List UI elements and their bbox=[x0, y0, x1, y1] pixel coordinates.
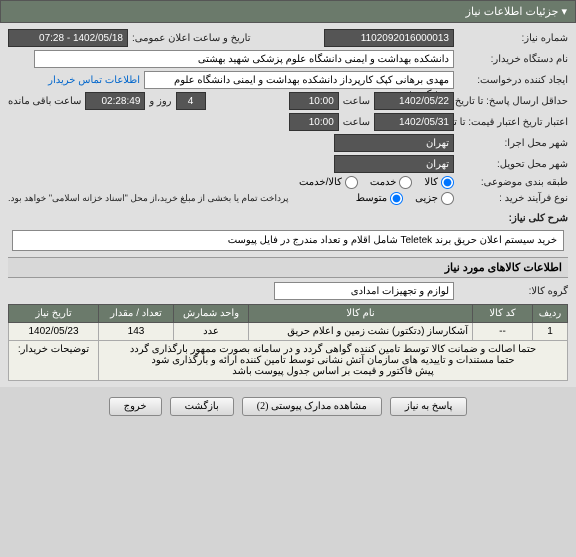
col-name: نام کالا bbox=[249, 305, 473, 323]
creator-label: ایجاد کننده درخواست: bbox=[458, 75, 568, 86]
radio-service[interactable]: خدمت bbox=[370, 176, 413, 189]
desc-box: خرید سیستم اعلان حریق برند Teletek شامل … bbox=[12, 230, 564, 251]
exit-button[interactable]: خروج bbox=[109, 397, 162, 416]
remaining-time-field: 02:28:49 bbox=[85, 92, 145, 110]
payment-note: پرداخت تمام یا بخشی از مبلغ خرید،از محل … bbox=[8, 193, 288, 204]
radio-goods[interactable]: کالا bbox=[424, 176, 454, 189]
validity-date-field: 1402/05/31 bbox=[374, 113, 454, 131]
hour-label-1: ساعت bbox=[343, 96, 370, 107]
radio-goods-input[interactable] bbox=[441, 176, 454, 189]
deadline-date-field: 1402/05/22 bbox=[374, 92, 454, 110]
category-radio-group: کالا خدمت کالا/خدمت bbox=[299, 176, 454, 189]
radio-both[interactable]: کالا/خدمت bbox=[299, 176, 358, 189]
cell-code: -- bbox=[473, 323, 533, 341]
radio-medium-input[interactable] bbox=[390, 192, 403, 205]
deliv-city-label: شهر محل تحویل: bbox=[458, 159, 568, 170]
respond-button[interactable]: پاسخ به نیاز bbox=[390, 397, 468, 416]
items-table: ردیف کد کالا نام کالا واحد شمارش تعداد /… bbox=[8, 304, 568, 381]
exec-city-label: شهر محل اجرا: bbox=[458, 138, 568, 149]
need-number-field: 1102092016000013 bbox=[324, 29, 454, 47]
cell-idx: 1 bbox=[533, 323, 568, 341]
deadline-hour-field: 10:00 bbox=[289, 92, 339, 110]
radio-partial[interactable]: جزیی bbox=[415, 192, 454, 205]
deliv-city-field: تهران bbox=[334, 155, 454, 173]
main-section-header[interactable]: جزئیات اطلاعات نیاز bbox=[0, 0, 576, 23]
notes-cell: حتما اصالت و ضمانت کالا توسط تامین کننده… bbox=[99, 341, 568, 381]
col-date: تاریخ نیاز bbox=[9, 305, 99, 323]
col-idx: ردیف bbox=[533, 305, 568, 323]
attachments-button[interactable]: مشاهده مدارک پیوستی (2) bbox=[242, 397, 382, 416]
day-label: روز و bbox=[149, 96, 171, 107]
exec-city-field: تهران bbox=[334, 134, 454, 152]
remaining-label: ساعت باقی مانده bbox=[8, 96, 81, 107]
desc-label: شرح کلی نیاز: bbox=[458, 213, 568, 224]
validity-label: اعتبار تاریخ اعتبار قیمت: تا تاریخ: bbox=[458, 117, 568, 128]
days-field: 4 bbox=[176, 92, 206, 110]
group-field: لوازم و تجهیزات امدادی bbox=[274, 282, 454, 300]
creator-field: مهدی برهانی کپک کارپرداز دانشکده بهداشت … bbox=[144, 71, 454, 89]
radio-partial-input[interactable] bbox=[441, 192, 454, 205]
radio-service-input[interactable] bbox=[399, 176, 412, 189]
buyer-org-label: نام دستگاه خریدار: bbox=[458, 54, 568, 65]
need-number-label: شماره نیاز: bbox=[458, 33, 568, 44]
radio-both-input[interactable] bbox=[345, 176, 358, 189]
table-row[interactable]: 1 -- آشکارساز (دتکتور) نشت زمین و اعلام … bbox=[9, 323, 568, 341]
col-code: کد کالا bbox=[473, 305, 533, 323]
col-qty: تعداد / مقدار bbox=[99, 305, 174, 323]
hour-label-2: ساعت bbox=[343, 117, 370, 128]
col-unit: واحد شمارش bbox=[174, 305, 249, 323]
cell-qty: 143 bbox=[99, 323, 174, 341]
deadline-label: حداقل ارسال پاسخ: تا تاریخ: bbox=[458, 96, 568, 107]
cell-date: 1402/05/23 bbox=[9, 323, 99, 341]
process-radio-group: جزیی متوسط bbox=[356, 192, 454, 205]
notes-row: حتما اصالت و ضمانت کالا توسط تامین کننده… bbox=[9, 341, 568, 381]
group-label: گروه کالا: bbox=[458, 286, 568, 297]
table-header-row: ردیف کد کالا نام کالا واحد شمارش تعداد /… bbox=[9, 305, 568, 323]
contact-link[interactable]: اطلاعات تماس خریدار bbox=[48, 75, 140, 86]
validity-hour-field: 10:00 bbox=[289, 113, 339, 131]
items-section-header: اطلاعات کالاهای مورد نیاز bbox=[8, 257, 568, 278]
cell-unit: عدد bbox=[174, 323, 249, 341]
category-label: طبقه بندی موضوعی: bbox=[458, 177, 568, 188]
buyer-org-field: دانشکده بهداشت و ایمنی دانشگاه علوم پزشک… bbox=[34, 50, 454, 68]
button-bar: پاسخ به نیاز مشاهده مدارک پیوستی (2) باز… bbox=[0, 387, 576, 426]
info-panel: شماره نیاز: 1102092016000013 تاریخ و ساع… bbox=[0, 23, 576, 387]
announce-field: 1402/05/18 - 07:28 bbox=[8, 29, 128, 47]
cell-name: آشکارساز (دتکتور) نشت زمین و اعلام حریق bbox=[249, 323, 473, 341]
back-button[interactable]: بازگشت bbox=[170, 397, 234, 416]
announce-label: تاریخ و ساعت اعلان عمومی: bbox=[132, 33, 251, 44]
radio-medium[interactable]: متوسط bbox=[356, 192, 403, 205]
process-label: نوع فرآیند خرید : bbox=[458, 193, 568, 204]
notes-label-cell: توضیحات خریدار: bbox=[9, 341, 99, 381]
